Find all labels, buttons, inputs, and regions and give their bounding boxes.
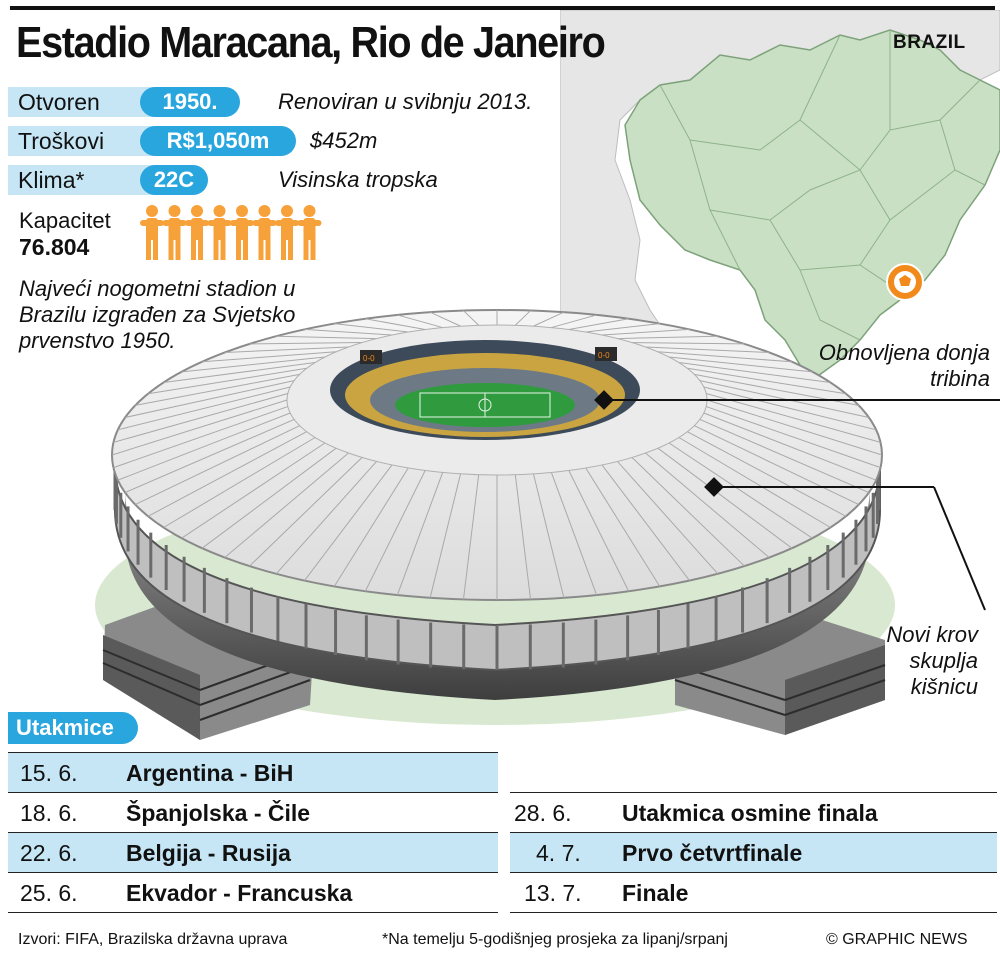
country-label: BRAZIL — [893, 32, 966, 53]
match-name: Belgija - Rusija — [126, 840, 291, 866]
footer-note: *Na temelju 5-godišnjeg prosjeka za lipa… — [382, 931, 728, 948]
fact-value: 1950. — [140, 87, 240, 117]
callout-roof: Novi krov skuplja kišnicu — [886, 622, 978, 699]
match-name: Argentina - BiH — [126, 760, 294, 786]
match-row: 18. 6. Španjolska - Čile — [8, 792, 498, 832]
match-row: 25. 6. Ekvador - Francuska — [8, 872, 498, 912]
match-date: 25. 6. — [20, 880, 78, 906]
footer-credit: © GRAPHIC NEWS — [826, 931, 968, 948]
match-name: Utakmica osmine finala — [622, 800, 878, 826]
svg-text:0-0: 0-0 — [363, 354, 375, 363]
footer-sources: Izvori: FIFA, Brazilska državna uprava — [18, 931, 288, 948]
top-rule — [10, 6, 995, 10]
match-row: 28. 6. Utakmica osmine finala — [510, 792, 997, 832]
capacity-value: 76.804 — [19, 234, 90, 260]
match-name: Ekvador - Francuska — [126, 880, 353, 906]
capacity-label: Kapacitet — [19, 208, 111, 233]
match-name: Španjolska - Čile — [126, 800, 311, 826]
match-row: 13. 7. Finale — [510, 872, 997, 912]
match-name: Finale — [622, 880, 689, 906]
matches-heading: Utakmice — [8, 712, 138, 744]
fact-note: Visinska tropska — [278, 167, 438, 192]
match-date: 28. 6. — [514, 800, 572, 826]
svg-text:0-0: 0-0 — [598, 351, 610, 360]
table-rule — [510, 912, 997, 913]
football-icon — [886, 263, 924, 301]
callout-lower-stand: Obnovljena donja tribina — [818, 340, 990, 391]
fact-note: $452m — [310, 128, 378, 153]
stadium-illustration: 0-0 0-0 — [95, 309, 895, 740]
fact-value: 22C — [140, 165, 208, 195]
stadium-description: Najveći nogometni stadion u Brazilu izgr… — [19, 276, 296, 353]
match-date: 18. 6. — [20, 800, 78, 826]
match-date: 22. 6. — [20, 840, 78, 866]
match-date: 15. 6. — [20, 760, 78, 786]
match-row: 22. 6. Belgija - Rusija — [8, 832, 498, 872]
fact-value: R$1,050m — [140, 126, 296, 156]
match-date: 4. 7. — [536, 840, 581, 866]
people-chain-icon — [140, 205, 322, 260]
fact-note: Renoviran u svibnju 2013. — [278, 89, 533, 114]
table-rule — [8, 912, 498, 913]
match-name: Prvo četvrtfinale — [622, 840, 803, 866]
match-date: 13. 7. — [524, 880, 582, 906]
page-title: Estadio Maracana, Rio de Janeiro — [16, 18, 606, 67]
match-row: 4. 7. Prvo četvrtfinale — [510, 832, 997, 872]
match-row: 15. 6. Argentina - BiH — [8, 752, 498, 792]
